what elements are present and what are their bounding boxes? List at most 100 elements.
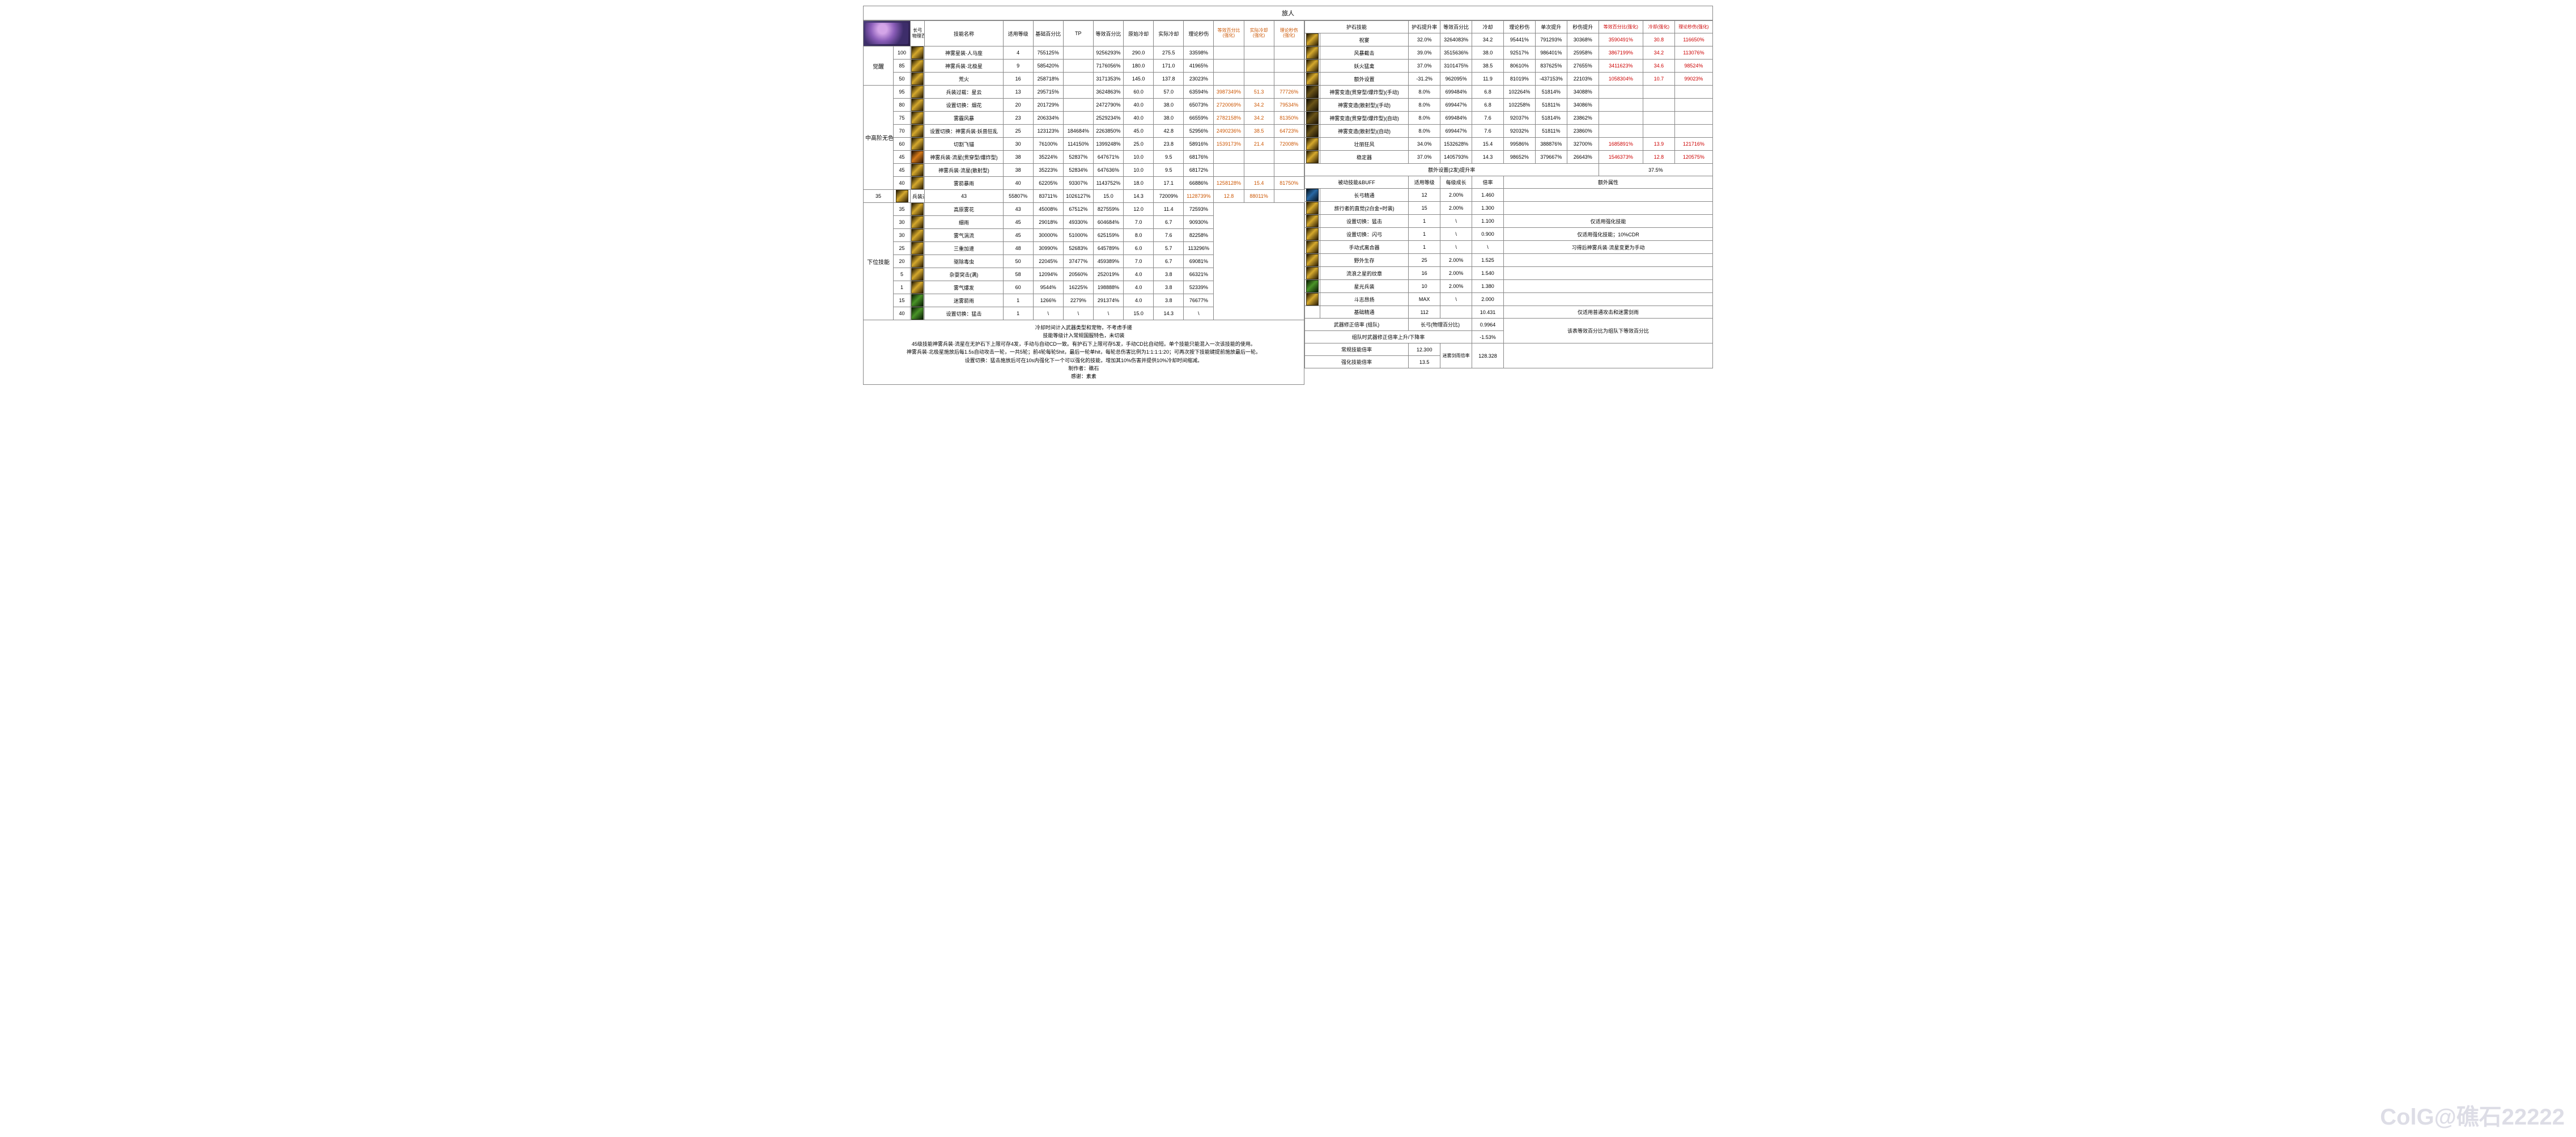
buff-value: 1 xyxy=(1409,215,1440,228)
buff-value: \ xyxy=(1440,215,1472,228)
skill-value: 10.0 xyxy=(1124,164,1154,177)
skill-icon-cell xyxy=(910,138,925,151)
rune-icon xyxy=(1306,125,1319,137)
buff-value: 1 xyxy=(1409,228,1440,241)
rune-value: 34088% xyxy=(1567,86,1599,99)
br-note: 该表等效百分比为组队下等效百分比 xyxy=(1503,319,1712,343)
enhance-value: 21.4 xyxy=(1244,138,1274,151)
enhance-value xyxy=(1214,151,1244,164)
skill-value: 52837% xyxy=(1063,151,1093,164)
skill-value: 295715% xyxy=(1033,86,1063,99)
enhance-value: 81750% xyxy=(1274,177,1304,190)
skill-value: 198888% xyxy=(1093,281,1123,294)
skill-value: 25 xyxy=(1003,125,1033,138)
skill-value: 52956% xyxy=(1184,125,1214,138)
skill-name: 神雾兵装·流星(散射型) xyxy=(925,164,1003,177)
skill-value: 38.0 xyxy=(1154,99,1184,112)
skill-value: 9544% xyxy=(1033,281,1063,294)
rune-enh-value: 10.7 xyxy=(1643,73,1674,86)
hdr-rune-enh-cd: 冷却(强化) xyxy=(1643,21,1674,33)
skill-value: 16225% xyxy=(1063,281,1093,294)
hdr-rune-eff: 等效百分比 xyxy=(1440,21,1472,33)
buff-value: MAX xyxy=(1409,293,1440,306)
skill-name: 神雾星装·人马座 xyxy=(925,46,1003,60)
hdr-rune-dps: 理论秒伤 xyxy=(1503,21,1535,33)
buff-note xyxy=(1503,254,1712,267)
hdr-rune-rate: 护石提升率 xyxy=(1409,21,1440,33)
hdr-enh-eff: 等效百分比(强化) xyxy=(1214,21,1244,46)
skill-value: 9256293% xyxy=(1093,46,1123,60)
buff-value: 2.00% xyxy=(1440,189,1472,202)
skill-value: 52683% xyxy=(1063,242,1093,255)
enhance-value xyxy=(1244,164,1274,177)
skill-value: 6.0 xyxy=(1124,242,1154,255)
skill-icon-cell xyxy=(910,242,925,255)
br-val: 13.5 xyxy=(1409,356,1440,368)
skill-value: 290.0 xyxy=(1124,46,1154,60)
skill-level: 45 xyxy=(894,164,911,177)
skill-value: 60 xyxy=(1003,281,1033,294)
skill-value: 30 xyxy=(1003,138,1033,151)
rune-icon-cell xyxy=(1304,33,1320,46)
rune-enh-value: 120575% xyxy=(1674,151,1712,164)
skill-level: 100 xyxy=(894,46,911,60)
hdr-buff-lvl: 适用等级 xyxy=(1409,176,1440,189)
rune-enh-value: 121716% xyxy=(1674,138,1712,151)
skill-value: 23 xyxy=(1003,112,1033,125)
hdr-rune-cd: 冷却 xyxy=(1472,21,1504,33)
skill-value: 113296% xyxy=(1184,242,1214,255)
skill-value: 69081% xyxy=(1184,255,1214,268)
rune-enh-value xyxy=(1599,99,1643,112)
buff-icon xyxy=(1306,202,1319,214)
enhance-value: 51.3 xyxy=(1244,86,1274,99)
rune-name: 神雾变造(散射型)(自动) xyxy=(1320,125,1409,138)
buff-icon-cell xyxy=(1304,280,1320,293)
rune-value: 791293% xyxy=(1535,33,1567,46)
rune-value: 22103% xyxy=(1567,73,1599,86)
enhance-value xyxy=(1214,73,1244,86)
buff-icon xyxy=(1306,254,1319,266)
rune-enh-value xyxy=(1674,125,1712,138)
skill-name: 切割飞锚 xyxy=(925,138,1003,151)
skill-value: 11.4 xyxy=(1154,203,1184,216)
skill-value: 2263850% xyxy=(1093,125,1123,138)
skill-icon xyxy=(911,151,924,163)
skill-value: 206334% xyxy=(1033,112,1063,125)
rune-value: 51811% xyxy=(1535,99,1567,112)
hdr-buff: 被动技能&BUFF xyxy=(1304,176,1408,189)
skill-name: 设置切换：神雾兵装·妖兽狂乱 xyxy=(925,125,1003,138)
skill-value: 9.5 xyxy=(1154,164,1184,177)
rune-value: 32700% xyxy=(1567,138,1599,151)
skill-value: 72009% xyxy=(1154,190,1184,203)
buff-value: \ xyxy=(1440,228,1472,241)
rune-icon xyxy=(1306,60,1319,72)
skill-name: 细雨 xyxy=(925,216,1003,229)
enhance-value: 1258128% xyxy=(1214,177,1244,190)
rune-icon xyxy=(1306,99,1319,111)
skill-value: 8.0 xyxy=(1124,229,1154,242)
buff-note: 仅适用普通攻击和迷雾剑雨 xyxy=(1503,306,1712,319)
hdr-eff: 等效百分比 xyxy=(1093,21,1123,46)
skill-value: 57.0 xyxy=(1154,86,1184,99)
buff-icon xyxy=(1306,267,1319,279)
skill-icon-cell xyxy=(910,112,925,125)
enhance-value xyxy=(1214,46,1244,60)
hdr-buff-extra: 额外属性 xyxy=(1503,176,1712,189)
skill-value: 38 xyxy=(1003,164,1033,177)
skill-name: 兵装过载 xyxy=(910,190,925,203)
skill-icon-cell xyxy=(910,307,925,320)
skill-icon-cell xyxy=(910,125,925,138)
rune-value: 98652% xyxy=(1503,151,1535,164)
buff-value: 1.525 xyxy=(1472,254,1504,267)
rune-value: 8.0% xyxy=(1409,86,1440,99)
enhance-value: 12.8 xyxy=(1214,190,1244,203)
buff-icon xyxy=(1306,241,1319,253)
skill-value: 63594% xyxy=(1184,86,1214,99)
buff-value: 2.00% xyxy=(1440,202,1472,215)
rune-enh-value: 3867199% xyxy=(1599,46,1643,60)
skill-icon-cell xyxy=(910,281,925,294)
buff-name: 旅行者的直觉(2白金+时装) xyxy=(1320,202,1409,215)
buff-icon-cell xyxy=(1304,241,1320,254)
buff-value: 10 xyxy=(1409,280,1440,293)
skill-value: 76677% xyxy=(1184,294,1214,307)
